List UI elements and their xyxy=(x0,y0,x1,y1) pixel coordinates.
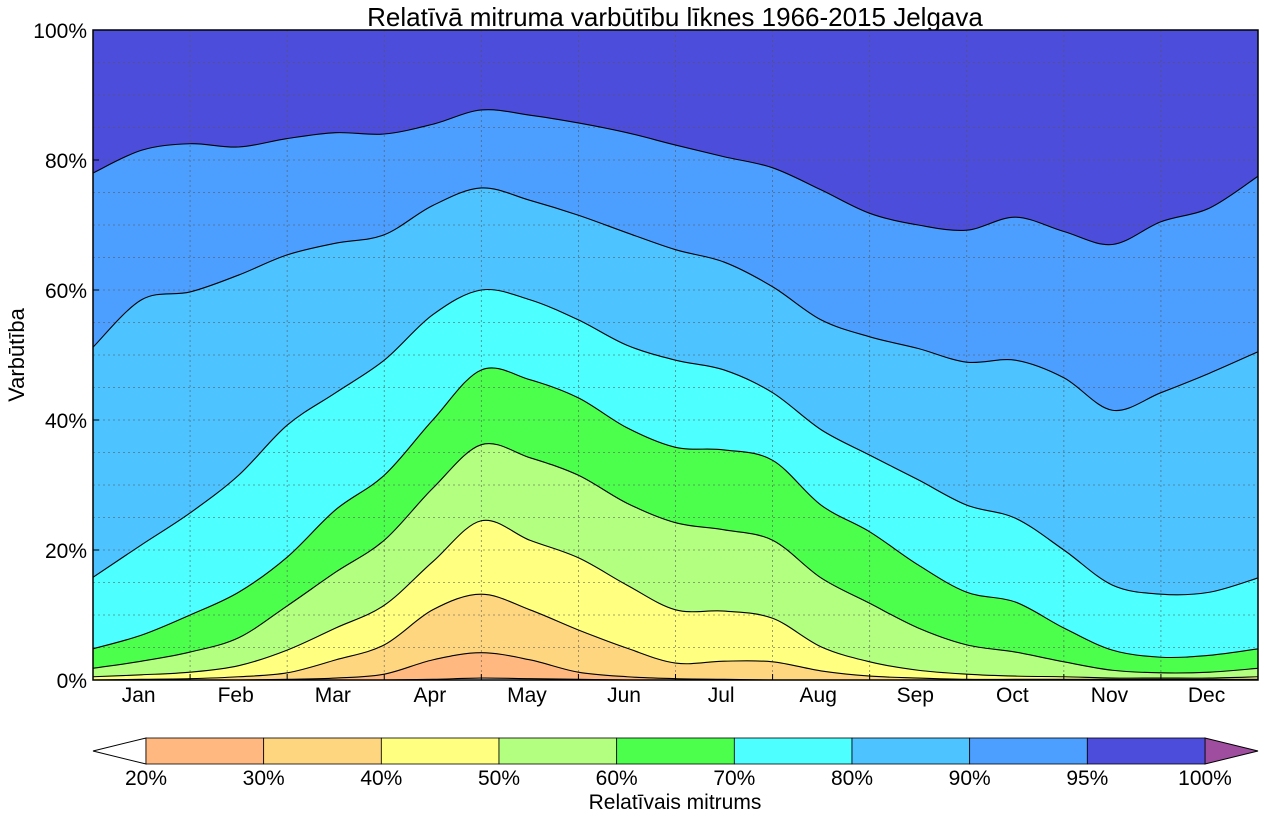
colorbar: 20% 30% 40% 50% 60% 70% 80% 90% 95% 100% xyxy=(92,737,1259,790)
x-tick-label: May xyxy=(507,684,547,707)
x-tick-label: Aug xyxy=(800,684,837,707)
colorbar-tick-label: 90% xyxy=(949,767,991,790)
y-axis-label: Varbūtība xyxy=(4,307,29,402)
x-tick-label: Sep xyxy=(897,684,934,707)
colorbar-segment xyxy=(145,737,265,765)
colorbar-tick-label: 20% xyxy=(125,767,167,790)
y-tick-label: 80% xyxy=(45,150,87,173)
colorbar-segment xyxy=(263,737,382,765)
x-tick-label: Dec xyxy=(1188,684,1225,707)
x-tick-label: Apr xyxy=(414,684,447,707)
colorbar-label: Relatīvais mitrums xyxy=(589,791,762,814)
colorbar-tick-label: 95% xyxy=(1066,767,1108,790)
chart-title: Relatīvā mitruma varbūtību līknes 1966-2… xyxy=(367,2,983,32)
curve-70pct xyxy=(92,367,1259,659)
grid-lines xyxy=(93,30,1258,680)
y-tick-label: 60% xyxy=(45,280,87,303)
x-tick-label: Feb xyxy=(218,684,254,707)
x-tick-label: Jan xyxy=(122,684,156,707)
y-tick-label: 40% xyxy=(45,410,87,433)
y-tick-label: 100% xyxy=(33,20,87,43)
colorbar-segment xyxy=(733,737,853,765)
y-axis-ticks: 0% 20% 40% 60% 80% 100% xyxy=(33,20,99,693)
colorbar-tick-label: 80% xyxy=(831,767,873,790)
colorbar-over-arrow xyxy=(1204,737,1259,765)
colorbar-tick-label: 70% xyxy=(713,767,755,790)
colorbar-under-arrow xyxy=(92,737,147,765)
colorbar-segment xyxy=(969,737,1088,765)
colorbar-segment xyxy=(498,737,618,765)
curve-95pct xyxy=(92,109,1259,246)
colorbar-segment xyxy=(380,737,500,765)
curve-80pct xyxy=(92,288,1259,596)
curve-90pct xyxy=(92,187,1259,412)
band-below-40pct xyxy=(93,594,1258,680)
curve-60pct xyxy=(92,443,1259,674)
y-tick-label: 0% xyxy=(57,670,87,693)
colorbar-tick-label: 100% xyxy=(1178,767,1232,790)
colorbar-segment xyxy=(616,737,735,765)
x-tick-label: Nov xyxy=(1091,684,1129,707)
y-tick-label: 20% xyxy=(45,540,87,563)
colorbar-tick-label: 50% xyxy=(478,767,520,790)
x-axis-ticks: Jan Feb Mar Apr May Jun Jul Aug Sep Oct Nov Dec xyxy=(122,674,1225,707)
colorbar-segment xyxy=(851,737,971,765)
colorbar-segment xyxy=(1086,737,1206,765)
x-tick-label: Jun xyxy=(607,684,641,707)
colorbar-tick-label: 60% xyxy=(596,767,638,790)
x-tick-label: Jul xyxy=(708,684,735,707)
colorbar-tick-label: 30% xyxy=(243,767,285,790)
x-tick-label: Mar xyxy=(315,684,351,707)
x-tick-label: Oct xyxy=(996,684,1029,707)
colorbar-tick-label: 40% xyxy=(360,767,402,790)
